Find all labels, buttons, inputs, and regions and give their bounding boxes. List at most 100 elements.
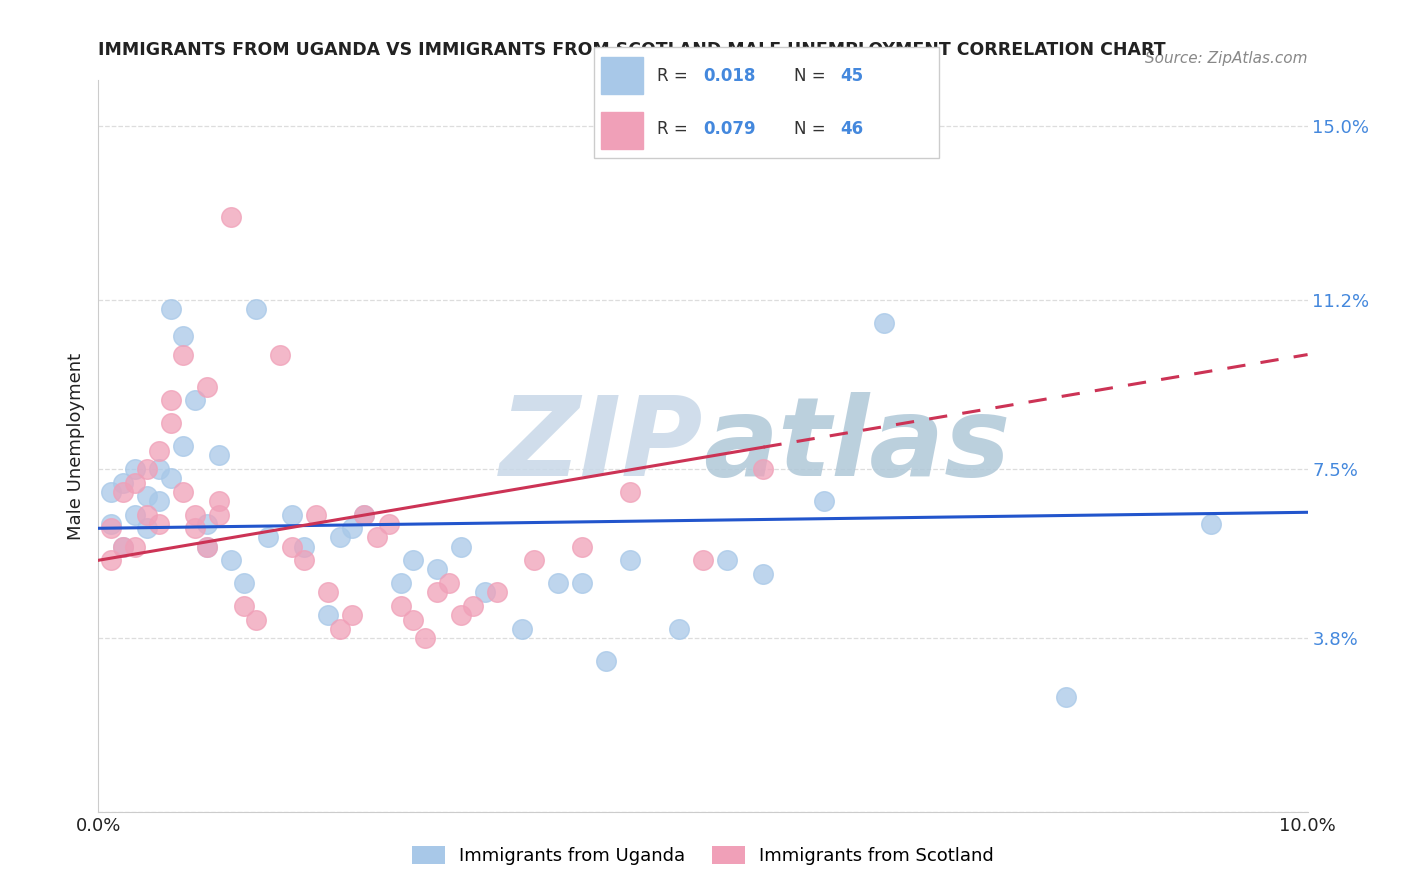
Point: [232, 576, 254, 591]
Point: [463, 599, 485, 613]
Text: 46: 46: [839, 120, 863, 138]
Point: [195, 540, 218, 554]
Point: [195, 379, 218, 393]
Point: [450, 540, 472, 554]
Point: [148, 494, 170, 508]
Point: [1054, 690, 1077, 705]
Point: [232, 599, 254, 613]
Point: [111, 484, 134, 499]
Point: [873, 316, 896, 330]
Point: [716, 553, 738, 567]
Text: N =: N =: [794, 67, 831, 85]
Y-axis label: Male Unemployment: Male Unemployment: [66, 352, 84, 540]
Point: [148, 462, 170, 476]
Point: [450, 608, 472, 623]
Point: [692, 553, 714, 567]
Point: [353, 508, 375, 522]
Point: [184, 393, 207, 408]
Point: [813, 494, 835, 508]
Point: [160, 301, 183, 316]
Point: [486, 585, 509, 599]
Point: [135, 508, 157, 522]
Point: [571, 540, 593, 554]
Point: [571, 576, 593, 591]
Point: [124, 508, 146, 522]
Point: [208, 448, 231, 462]
Point: [172, 439, 194, 453]
Point: [426, 585, 449, 599]
Point: [426, 562, 449, 576]
Point: [402, 553, 425, 567]
Point: [668, 622, 690, 636]
Point: [100, 521, 122, 535]
Point: [437, 576, 460, 591]
Point: [292, 540, 315, 554]
Point: [619, 553, 641, 567]
Text: IMMIGRANTS FROM UGANDA VS IMMIGRANTS FROM SCOTLAND MALE UNEMPLOYMENT CORRELATION: IMMIGRANTS FROM UGANDA VS IMMIGRANTS FRO…: [98, 41, 1166, 59]
Point: [316, 585, 339, 599]
Point: [124, 540, 146, 554]
Point: [353, 508, 375, 522]
Point: [111, 540, 134, 554]
Point: [172, 484, 194, 499]
Text: R =: R =: [657, 67, 693, 85]
FancyBboxPatch shape: [602, 57, 644, 95]
Point: [184, 521, 207, 535]
Point: [100, 516, 122, 531]
Point: [316, 608, 339, 623]
Point: [124, 475, 146, 490]
Point: [752, 567, 775, 582]
Point: [752, 462, 775, 476]
Point: [342, 521, 364, 535]
Point: [148, 443, 170, 458]
Point: [595, 654, 617, 668]
Point: [305, 508, 328, 522]
Text: ZIP: ZIP: [499, 392, 703, 500]
Point: [281, 540, 304, 554]
Point: [329, 530, 352, 544]
Point: [389, 576, 412, 591]
Point: [111, 540, 134, 554]
Point: [172, 329, 194, 343]
Point: [135, 462, 157, 476]
Point: [269, 347, 291, 362]
FancyBboxPatch shape: [593, 47, 939, 158]
Point: [413, 631, 436, 645]
Point: [474, 585, 496, 599]
Point: [342, 608, 364, 623]
Point: [1199, 516, 1222, 531]
Point: [135, 489, 157, 503]
Point: [389, 599, 412, 613]
Point: [366, 530, 388, 544]
Point: [160, 393, 183, 408]
Point: [221, 211, 243, 225]
Text: N =: N =: [794, 120, 831, 138]
Point: [256, 530, 278, 544]
Point: [148, 516, 170, 531]
Point: [172, 347, 194, 362]
Point: [402, 613, 425, 627]
Text: atlas: atlas: [703, 392, 1011, 500]
Point: [292, 553, 315, 567]
Point: [111, 475, 134, 490]
Point: [100, 553, 122, 567]
Point: [160, 416, 183, 430]
Text: R =: R =: [657, 120, 693, 138]
Point: [208, 508, 231, 522]
Point: [281, 508, 304, 522]
Point: [510, 622, 533, 636]
FancyBboxPatch shape: [602, 112, 644, 149]
Text: 45: 45: [839, 67, 863, 85]
Point: [547, 576, 569, 591]
Point: [160, 471, 183, 485]
Text: 0.079: 0.079: [703, 120, 755, 138]
Legend: Immigrants from Uganda, Immigrants from Scotland: Immigrants from Uganda, Immigrants from …: [404, 837, 1002, 874]
Point: [523, 553, 546, 567]
Point: [619, 484, 641, 499]
Point: [208, 494, 231, 508]
Point: [245, 301, 267, 316]
Point: [100, 484, 122, 499]
Point: [195, 516, 218, 531]
Point: [329, 622, 352, 636]
Text: Source: ZipAtlas.com: Source: ZipAtlas.com: [1144, 51, 1308, 66]
